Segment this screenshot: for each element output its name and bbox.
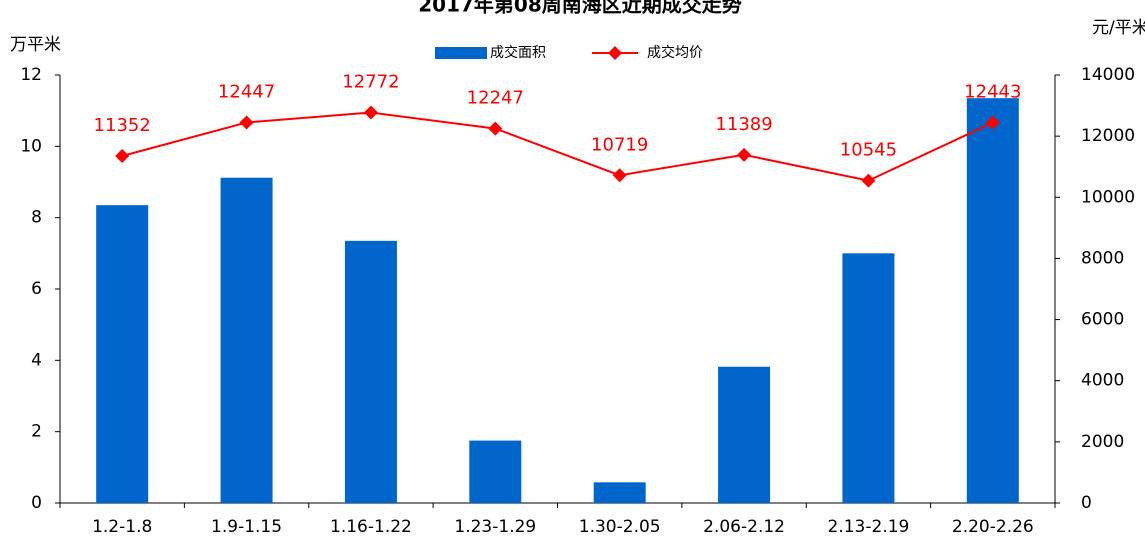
bar bbox=[220, 177, 273, 503]
x-tick-label: 1.16-1.22 bbox=[330, 517, 412, 537]
x-tick-label: 1.2-1.8 bbox=[92, 517, 152, 537]
line-marker bbox=[861, 173, 876, 188]
y2-tick-label: 4000 bbox=[1081, 371, 1124, 391]
data-label: 11352 bbox=[94, 115, 151, 136]
bar bbox=[966, 98, 1019, 503]
bar bbox=[842, 253, 895, 503]
y-tick-label: 10 bbox=[20, 136, 42, 156]
legend-swatch bbox=[435, 47, 487, 59]
y-tick-label: 6 bbox=[31, 279, 42, 299]
bar bbox=[96, 205, 149, 503]
data-label: 12443 bbox=[964, 82, 1021, 103]
y2-tick-label: 2000 bbox=[1081, 432, 1124, 452]
data-label: 12247 bbox=[467, 88, 524, 109]
data-label: 10719 bbox=[591, 134, 648, 155]
bar bbox=[593, 482, 646, 503]
x-tick-label: 2.06-2.12 bbox=[703, 517, 785, 537]
bar bbox=[344, 240, 397, 503]
data-label: 11389 bbox=[715, 114, 772, 135]
line-marker bbox=[239, 115, 254, 130]
y-tick-label: 12 bbox=[20, 65, 42, 85]
line-marker bbox=[115, 148, 130, 163]
data-label: 10545 bbox=[840, 140, 897, 161]
line-marker bbox=[363, 105, 378, 120]
bar bbox=[718, 366, 771, 503]
y-tick-label: 4 bbox=[31, 350, 42, 370]
y-axis-label: 万平米 bbox=[10, 35, 61, 55]
legend-label: 成交面积 bbox=[490, 44, 546, 61]
legend-marker bbox=[608, 46, 622, 60]
legend-label: 成交均价 bbox=[647, 44, 703, 61]
y-tick-label: 0 bbox=[31, 493, 42, 513]
y2-tick-label: 0 bbox=[1081, 493, 1092, 513]
bar bbox=[469, 440, 522, 503]
data-label: 12447 bbox=[218, 81, 275, 102]
line-marker bbox=[985, 115, 1000, 130]
x-tick-label: 1.23-1.29 bbox=[454, 517, 536, 537]
y-tick-label: 2 bbox=[31, 422, 42, 442]
x-tick-label: 1.9-1.15 bbox=[211, 517, 282, 537]
chart-title: 2017年第08周南海区近期成交走势 bbox=[418, 0, 742, 17]
line-marker bbox=[488, 121, 503, 136]
data-label: 12772 bbox=[342, 72, 399, 93]
x-tick-label: 2.20-2.26 bbox=[952, 517, 1034, 537]
y2-tick-label: 10000 bbox=[1081, 187, 1135, 207]
line bbox=[121, 111, 994, 182]
y2-axis-label: 元/平米 bbox=[1092, 18, 1145, 38]
y2-tick-label: 8000 bbox=[1081, 248, 1124, 268]
line-marker bbox=[737, 147, 752, 162]
x-tick-label: 2.13-2.19 bbox=[828, 517, 910, 537]
y2-tick-label: 12000 bbox=[1081, 126, 1135, 146]
y2-tick-label: 6000 bbox=[1081, 310, 1124, 330]
y2-tick-label: 14000 bbox=[1081, 65, 1135, 85]
x-tick-label: 1.30-2.05 bbox=[579, 517, 661, 537]
y-tick-label: 8 bbox=[31, 208, 42, 228]
line-marker bbox=[612, 168, 627, 183]
